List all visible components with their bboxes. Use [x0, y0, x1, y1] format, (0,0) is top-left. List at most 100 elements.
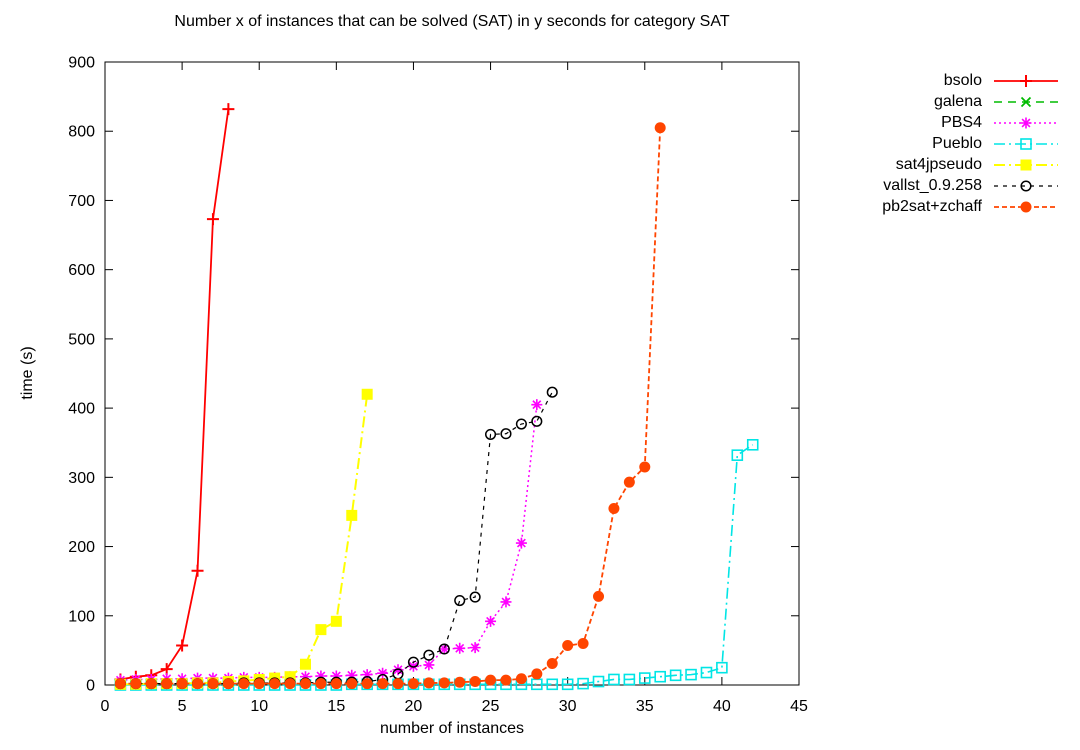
marker-circle-open [438, 643, 450, 655]
marker-square-open [669, 669, 682, 682]
marker-circle-filled [546, 658, 558, 670]
x-tick-label: 5 [178, 698, 187, 715]
legend-line-sample [994, 201, 1058, 212]
marker-asterisk [454, 642, 466, 654]
marker-circle-filled [377, 678, 389, 690]
marker-square-open [685, 668, 697, 681]
marker-asterisk [438, 643, 450, 655]
marker-circle-filled [361, 678, 373, 690]
marker-square-open [623, 673, 636, 686]
marker-asterisk [423, 659, 435, 671]
marker-circle-filled [161, 678, 173, 690]
series-line [120, 444, 754, 686]
legend-line-sample [994, 159, 1058, 170]
marker-cross [1020, 96, 1032, 107]
series-pb2sat+zchaff [114, 122, 666, 690]
marker-circle-open [469, 591, 481, 603]
y-tick-label: 0 [86, 678, 95, 695]
marker-square-open [1020, 137, 1032, 150]
series-line [120, 127, 662, 685]
x-tick-label: 0 [101, 698, 110, 715]
marker-asterisk [469, 642, 481, 654]
marker-circle-filled [207, 678, 219, 690]
series-sat4jpseudo [114, 388, 373, 690]
marker-circle-filled [562, 640, 574, 652]
marker-square-filled [315, 624, 327, 636]
marker-square-open [638, 672, 651, 684]
marker-circle-filled [623, 476, 635, 488]
series-bsolo [114, 103, 235, 686]
marker-square-filled [284, 671, 296, 683]
marker-circle-filled [192, 678, 204, 690]
marker-circle-filled [500, 674, 512, 686]
series-PBS4 [114, 399, 543, 686]
marker-circle-open [423, 649, 435, 661]
marker-plus [222, 103, 235, 116]
legend-label: Pueblo [932, 134, 982, 152]
marker-square-filled [346, 509, 358, 521]
marker-circle-open [407, 656, 419, 668]
marker-square-open [531, 678, 543, 691]
marker-circle-filled [469, 676, 481, 688]
marker-circle-filled [577, 637, 589, 649]
legend-label: sat4jpseudo [895, 155, 982, 173]
marker-circle-filled [299, 678, 311, 690]
legend-label: vallst_0.9.258 [883, 176, 982, 194]
marker-square-open [546, 678, 559, 691]
marker-asterisk [485, 615, 497, 627]
legend-item-sat4jpseudo: sat4jpseudo [836, 154, 1058, 175]
marker-circle-filled [284, 678, 296, 690]
marker-circle-open [454, 594, 466, 607]
marker-asterisk [377, 667, 389, 679]
y-tick-label: 900 [68, 55, 95, 72]
marker-square-filled [299, 658, 311, 670]
marker-circle-open [515, 418, 527, 430]
marker-circle-open [500, 428, 512, 440]
chart-title: Number x of instances that can be solved… [174, 13, 730, 30]
marker-square-open [746, 438, 759, 451]
marker-circle-filled [269, 678, 281, 690]
legend: bsolo galena PBS4 Pueblo sat4jpseudo vallst_0… [836, 70, 1058, 217]
marker-asterisk [515, 537, 527, 549]
legend-label: pb2sat+zchaff [882, 197, 982, 215]
marker-circle-filled [454, 676, 466, 688]
marker-plus [160, 663, 173, 676]
marker-circle-filled [176, 678, 188, 690]
y-tick-label: 200 [68, 539, 95, 556]
y-tick-label: 300 [68, 470, 95, 487]
legend-item-bsolo: bsolo [836, 70, 1058, 91]
marker-square-open [731, 449, 744, 461]
series-line [120, 394, 369, 686]
marker-circle-open [1020, 179, 1032, 192]
marker-square-open [561, 678, 574, 691]
marker-circle-filled [330, 678, 342, 690]
x-tick-label: 25 [482, 698, 500, 715]
x-tick-label: 30 [559, 698, 577, 715]
marker-circle-filled [392, 678, 404, 690]
legend-line-sample [994, 74, 1058, 87]
series-Pueblo [114, 438, 759, 691]
marker-square-open [700, 666, 713, 679]
marker-asterisk [330, 670, 342, 682]
x-axis-label: number of instances [379, 720, 525, 737]
x-tick-label: 20 [405, 698, 423, 715]
marker-circle-filled [639, 461, 651, 473]
marker-square-filled [1020, 159, 1032, 170]
legend-label: galena [933, 92, 982, 110]
marker-circle-filled [130, 678, 142, 690]
legend-item-vallst_0.9.258: vallst_0.9.258 [836, 175, 1058, 196]
marker-circle-filled [253, 678, 265, 690]
legend-item-pb2sat+zchaff: pb2sat+zchaff [836, 196, 1058, 217]
marker-circle-filled [515, 673, 527, 685]
marker-circle-filled [346, 678, 358, 690]
marker-circle-filled [608, 502, 620, 514]
x-tick-label: 45 [790, 698, 808, 715]
legend-line-sample [994, 96, 1058, 107]
marker-circle-open [485, 428, 497, 440]
marker-asterisk [299, 671, 311, 683]
y-tick-label: 800 [68, 124, 95, 141]
x-tick-label: 15 [327, 698, 345, 715]
marker-square-filled [330, 615, 342, 627]
